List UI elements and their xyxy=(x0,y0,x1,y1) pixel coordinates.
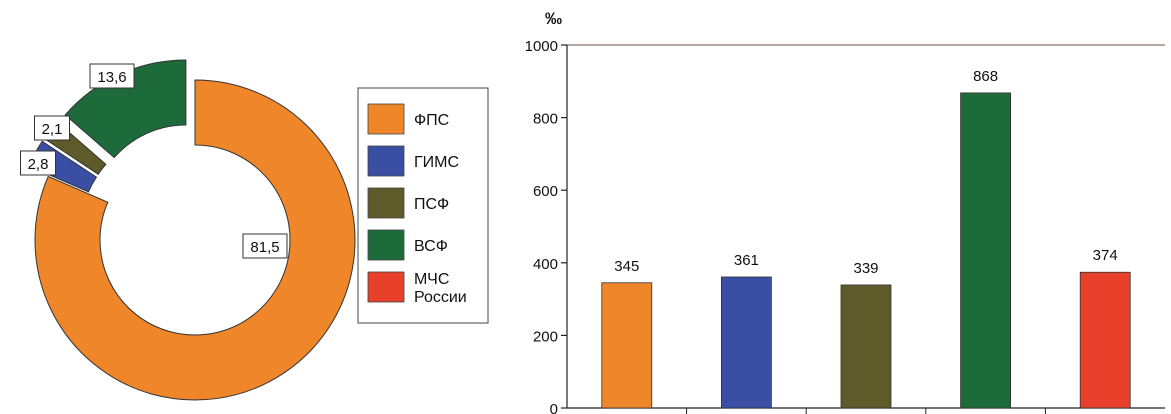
legend-label-2: ГИМС xyxy=(414,154,459,171)
bar-value-label-5: 374 xyxy=(1093,247,1118,264)
legend-label-4: ВСФ xyxy=(414,238,448,255)
legend-swatch-2 xyxy=(367,145,405,177)
legend-label-1: ФПС xyxy=(414,112,449,129)
donut-data-label-4: 13,6 xyxy=(89,63,135,89)
donut-data-label-2: 2,8 xyxy=(20,150,56,176)
donut-chart: 81,5 2,8 2,1 13,6 xyxy=(20,59,356,401)
legend-swatch-3 xyxy=(367,187,405,219)
legend-label-3: ПСФ xyxy=(414,196,449,213)
bar-value-label-2: 361 xyxy=(734,252,759,269)
y-tick-label: 600 xyxy=(533,183,558,200)
legend-swatch-5 xyxy=(367,271,405,303)
donut-data-label-3: 2,1 xyxy=(34,115,70,141)
legend-label-5-line-2: России xyxy=(414,289,467,306)
bar-1 xyxy=(601,282,653,409)
y-tick-label: 0 xyxy=(550,401,558,414)
y-axis-label: ‰ xyxy=(545,9,562,28)
legend-swatch-4 xyxy=(367,229,405,261)
y-tick-label: 800 xyxy=(533,111,558,128)
svg-text:2,8: 2,8 xyxy=(28,156,49,173)
y-tick-label: 400 xyxy=(533,256,558,273)
bar-5 xyxy=(1079,271,1131,409)
y-tick-label: 200 xyxy=(533,328,558,345)
svg-text:81,5: 81,5 xyxy=(250,239,279,256)
svg-text:2,1: 2,1 xyxy=(42,121,63,138)
bar-value-label-4: 868 xyxy=(973,68,998,85)
bar-chart: 0 200 400 600 800 1000 ‰ 345 361 339 868 374 xyxy=(525,9,1165,414)
bar-4 xyxy=(960,92,1011,409)
legend-swatch-1 xyxy=(367,103,405,135)
bar-value-label-3: 339 xyxy=(853,260,878,277)
bar-3 xyxy=(840,284,892,409)
y-tick-label: 1000 xyxy=(525,38,558,55)
bar-2 xyxy=(721,276,772,409)
donut-data-label-1: 81,5 xyxy=(242,233,288,259)
legend-label-5-line-1: МЧС xyxy=(414,271,449,288)
svg-text:13,6: 13,6 xyxy=(97,69,126,86)
bar-value-label-1: 345 xyxy=(614,258,639,275)
donut-slice-1 xyxy=(34,79,356,401)
